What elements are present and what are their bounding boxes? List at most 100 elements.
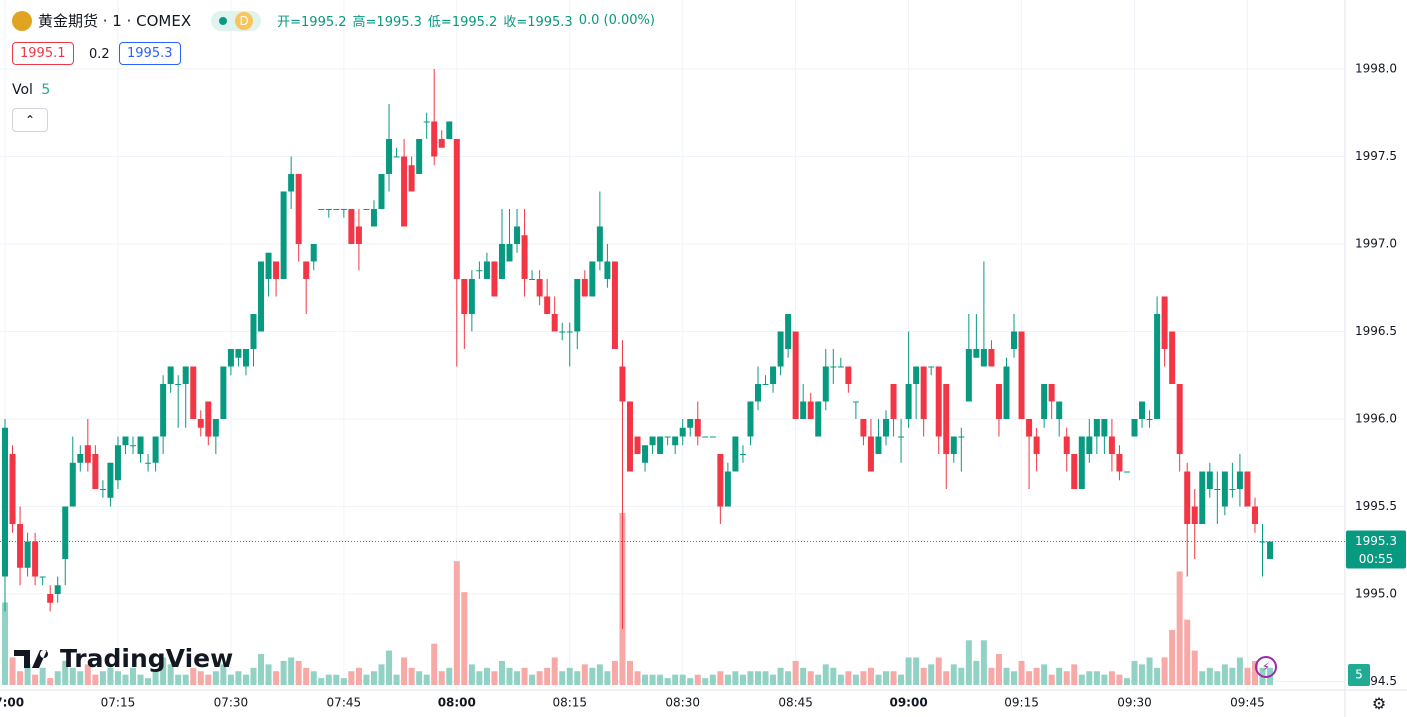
candle-body <box>551 313 558 332</box>
candle-body <box>762 383 769 385</box>
volume-bar <box>310 671 317 685</box>
candle-body <box>1003 366 1010 419</box>
volume-bar <box>1206 667 1213 685</box>
volume-bar <box>792 660 799 685</box>
candle-body <box>107 462 114 498</box>
candle-body <box>47 594 54 603</box>
candle-body <box>950 436 957 454</box>
volume-bar <box>295 660 302 685</box>
candle-body <box>1236 471 1243 490</box>
candle-body <box>167 366 174 384</box>
candle-body <box>724 471 731 507</box>
candle-body <box>401 156 408 227</box>
candle-body <box>973 348 980 358</box>
candle-body <box>860 418 867 437</box>
candle-body <box>943 383 950 454</box>
y-tick-label: 1997.5 <box>1355 149 1397 163</box>
candle-body <box>1086 436 1093 454</box>
candle-body <box>1116 453 1123 472</box>
ask-button[interactable]: 1995.3 <box>119 42 181 65</box>
candle-body <box>935 366 942 437</box>
candle-body <box>99 489 106 491</box>
volume-bar <box>1123 678 1130 685</box>
volume-bar <box>145 678 152 685</box>
candle-body <box>1191 506 1198 525</box>
volume-bar <box>62 660 69 685</box>
candle-body <box>1123 471 1130 473</box>
volume-bar <box>883 671 890 685</box>
volume-bar <box>227 674 234 685</box>
volume-bar <box>867 667 874 685</box>
y-tick-label: 1995.5 <box>1355 499 1397 513</box>
symbol-title[interactable]: 黄金期货 · 1 · COMEX <box>38 12 192 30</box>
candle-body <box>1101 418 1108 437</box>
settings-icon[interactable]: ⚙ <box>1371 694 1387 713</box>
interval-badge: D <box>235 11 254 30</box>
candle-body <box>386 138 393 174</box>
candle-body <box>770 366 777 384</box>
candle-body <box>1251 506 1258 525</box>
volume-bar <box>355 667 362 685</box>
y-tick-label: 1996.5 <box>1355 324 1397 338</box>
volume-bar <box>340 678 347 685</box>
x-tick-label: 09:15 <box>1004 696 1039 710</box>
candle-body <box>220 366 227 419</box>
candle-body <box>227 348 234 367</box>
volume-bar <box>431 643 438 685</box>
candle-body <box>190 366 197 419</box>
volume-bar <box>39 667 46 685</box>
bid-button[interactable]: 1995.1 <box>12 42 74 65</box>
candle-body <box>160 383 167 437</box>
candle-body <box>258 261 265 332</box>
candle-body <box>958 436 965 438</box>
volume-bar <box>1131 660 1138 685</box>
x-tick-label: 07:00 <box>0 696 24 710</box>
x-tick-label: 08:45 <box>778 696 813 710</box>
candle-body <box>1161 296 1168 349</box>
spread: 0.2 <box>89 47 110 62</box>
volume-bar <box>1071 664 1078 685</box>
volume-bar <box>370 671 377 685</box>
volume-bar <box>529 674 536 685</box>
volume-bar <box>973 660 980 685</box>
candle-body <box>130 445 137 447</box>
vol-label: Vol <box>12 82 33 98</box>
candle-body <box>1108 436 1115 454</box>
volume-bar <box>1063 671 1070 685</box>
volume-bar <box>890 671 897 685</box>
candle-body <box>288 173 295 192</box>
alert-icon[interactable]: ⚡ <box>1255 656 1277 678</box>
candle-body <box>611 261 618 349</box>
volume-bar <box>446 667 453 685</box>
candle-body <box>1041 383 1048 419</box>
candle-body <box>845 366 852 384</box>
candle-body <box>370 208 377 227</box>
volume-bar <box>250 667 257 685</box>
volume-bar <box>137 674 144 685</box>
candle-body <box>318 208 325 210</box>
volume-bar <box>54 671 61 685</box>
volume-bar <box>453 561 460 685</box>
volume-bar <box>220 664 227 685</box>
candle-body <box>333 208 340 210</box>
candle-body <box>694 418 701 437</box>
candle-body <box>1093 418 1100 437</box>
volume-bar <box>1184 619 1191 685</box>
volume-bar <box>114 671 121 685</box>
volume-bar <box>905 657 912 685</box>
volume-bar <box>378 664 385 685</box>
collapse-button[interactable]: ⌃ <box>12 108 48 132</box>
status-pill[interactable]: D <box>211 10 262 31</box>
volume-bar <box>958 667 965 685</box>
candle-body <box>890 383 897 419</box>
candle-body <box>39 576 46 578</box>
volume-bar <box>468 664 475 685</box>
candle-body <box>1026 418 1033 437</box>
candle-body <box>145 462 152 464</box>
volume-bar <box>1191 650 1198 685</box>
candle-body <box>1169 331 1176 384</box>
volume-bar <box>1108 671 1115 685</box>
candle-body <box>355 226 362 244</box>
